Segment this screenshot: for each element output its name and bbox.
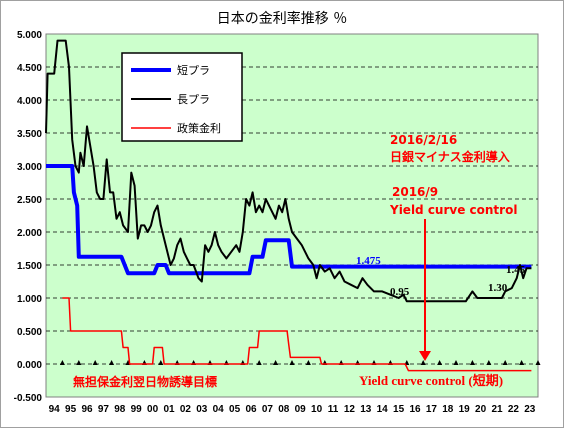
annotation-zero-rate: 無担保金利翌日物誘導目標 (73, 374, 217, 389)
x-tick-marker (76, 360, 82, 365)
x-tick-marker (109, 360, 115, 365)
y-tick-label: 1.000 (17, 294, 42, 305)
x-tick-label: 21 (491, 404, 503, 415)
x-tick-label: 08 (278, 404, 290, 415)
x-tick-marker (453, 360, 459, 365)
series-group (45, 39, 532, 372)
y-tick-label: 5.000 (17, 30, 42, 41)
annotation-ycc-text: Yield curve control (389, 203, 517, 217)
chart-title: 日本の金利率推移 ％ (217, 10, 347, 27)
x-tick-label: 22 (508, 404, 520, 415)
x-tick-label: 00 (147, 404, 159, 415)
legend-label-long: 長プラ (177, 93, 210, 106)
x-tick-label: 02 (180, 404, 192, 415)
annotation-neg-rate-text: 日銀マイナス金利導入 (390, 149, 510, 164)
y-tick-label: 3.500 (17, 129, 42, 140)
y-tick-label: -0.500 (14, 393, 43, 404)
x-tick-label: 05 (229, 404, 241, 415)
x-tick-label: 19 (459, 404, 471, 415)
x-tick-marker (469, 360, 475, 365)
y-tick-label: 2.000 (17, 228, 42, 239)
y-tick-label: 1.500 (17, 261, 42, 272)
y-tick-label: 3.000 (17, 162, 42, 173)
x-tick-label: 14 (377, 404, 389, 415)
label-long-prime-low: 0.95 (390, 286, 410, 298)
x-tick-marker (535, 360, 541, 365)
x-tick-label: 09 (295, 404, 307, 415)
y-axis-ticks: 5.000 4.500 4.000 3.500 3.000 2.500 2.000 1.500… (14, 30, 43, 404)
x-tick-label: 04 (213, 404, 225, 415)
y-tick-label: 0.500 (17, 327, 42, 338)
x-axis-ticks: 94 95 96 97 98 99 00 01 02 03 04 05 06 07 08 09 10 11 12 13… (49, 360, 541, 415)
x-tick-label: 18 (442, 404, 454, 415)
x-tick-label: 12 (344, 404, 356, 415)
x-tick-label: 10 (311, 404, 323, 415)
x-tick-marker (519, 360, 525, 365)
x-tick-marker (59, 360, 65, 365)
annotation-ycc-short: Yield curve control (短期) (359, 373, 503, 388)
x-tick-label: 07 (262, 404, 274, 415)
legend-box (121, 52, 243, 142)
x-tick-label: 15 (393, 404, 405, 415)
x-tick-label: 20 (475, 404, 487, 415)
y-tick-label: 2.500 (17, 195, 42, 206)
label-long-prime-130: 1.30 (488, 282, 508, 294)
annotation-neg-rate-date: 2016/2/16 (390, 133, 457, 147)
x-tick-label: 97 (98, 404, 110, 415)
y-tick-label: 4.500 (17, 63, 42, 74)
x-tick-marker (486, 360, 492, 365)
annotation-ycc-date: 2016/9 (392, 185, 438, 199)
x-tick-label: 13 (360, 404, 372, 415)
x-tick-marker (305, 360, 311, 365)
x-tick-label: 11 (328, 404, 339, 415)
x-tick-label: 03 (196, 404, 208, 415)
x-tick-marker (273, 360, 279, 365)
legend: 短プラ 長プラ 政策金利 (121, 52, 243, 142)
label-short-prime-value: 1.475 (356, 255, 381, 267)
x-tick-label: 17 (426, 404, 438, 415)
series-line-2 (62, 297, 532, 372)
x-tick-label: 94 (49, 404, 61, 415)
x-tick-marker (256, 360, 262, 365)
x-tick-marker (158, 360, 164, 365)
legend-label-policy: 政策金利 (177, 121, 221, 135)
x-tick-marker (420, 360, 426, 365)
x-tick-label: 98 (114, 404, 126, 415)
x-tick-marker (289, 360, 295, 365)
ycc-arrow-head (419, 351, 431, 361)
x-tick-label: 06 (245, 404, 257, 415)
y-tick-label: 4.000 (17, 96, 42, 107)
x-tick-label: 23 (524, 404, 536, 415)
x-tick-label: 01 (163, 404, 175, 415)
x-tick-label: 16 (409, 404, 421, 415)
label-long-prime-latest: 1.45 (506, 264, 526, 276)
x-tick-label: 99 (131, 404, 143, 415)
x-tick-label: 95 (65, 404, 77, 415)
series-line-1 (45, 39, 532, 303)
x-tick-marker (437, 360, 443, 365)
series-line-0 (46, 164, 532, 276)
x-tick-label: 96 (81, 404, 93, 415)
y-tick-label: 0.000 (17, 360, 42, 371)
x-tick-marker (502, 360, 508, 365)
x-tick-marker (92, 360, 98, 365)
legend-label-short: 短プラ (177, 63, 210, 77)
